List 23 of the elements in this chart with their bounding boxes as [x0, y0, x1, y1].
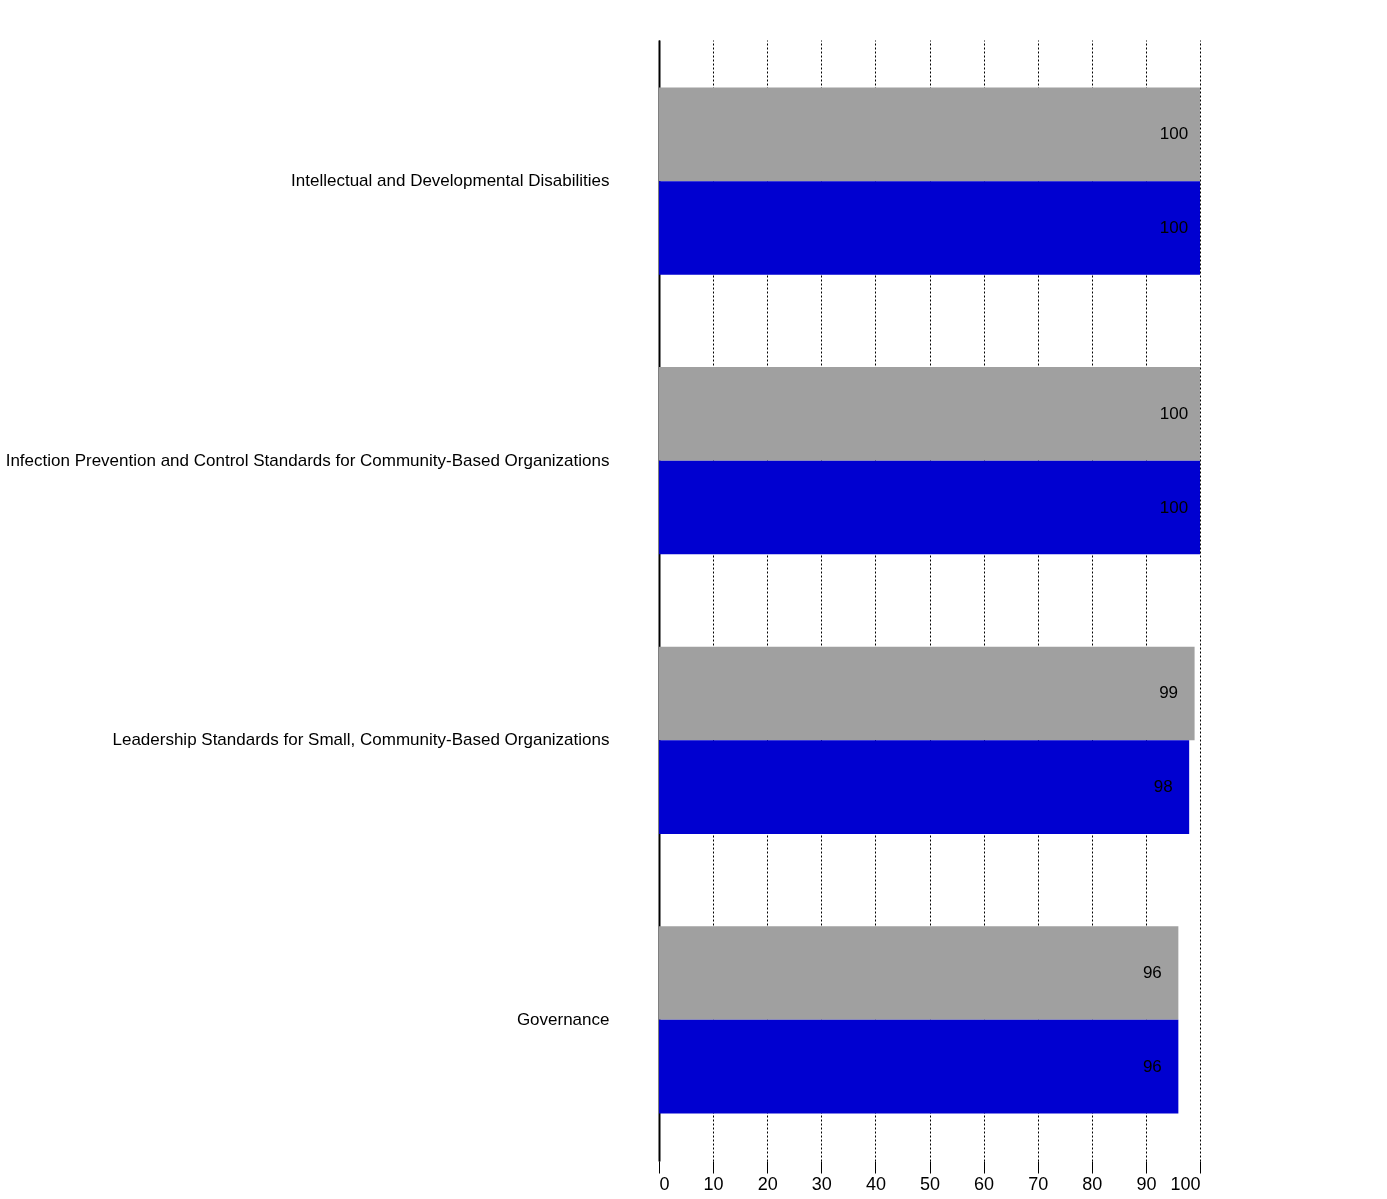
- x-tick-label: 90: [1136, 1173, 1157, 1194]
- data-label: 96: [1142, 1056, 1162, 1076]
- x-tick-label: 10: [703, 1173, 724, 1194]
- x-tick-label: 0: [659, 1173, 670, 1194]
- x-tick-label: 20: [757, 1173, 778, 1194]
- data-label: 100: [1159, 497, 1189, 517]
- data-label: 99: [1159, 683, 1179, 703]
- x-tick-label: 40: [865, 1173, 886, 1194]
- x-tick-label: 100: [1170, 1173, 1201, 1194]
- x-tick-label: 60: [974, 1173, 995, 1194]
- data-label: 100: [1159, 403, 1189, 423]
- x-tick-label: 50: [919, 1173, 941, 1194]
- x-tick-label: 30: [811, 1173, 832, 1194]
- y-tick-label: Intellectual and Developmental Disabilities: [291, 171, 610, 191]
- y-tick-label: Leadership Standards for Small, Community-Based Organizations: [112, 730, 610, 750]
- data-label: 96: [1142, 963, 1162, 982]
- x-tick-label: 80: [1082, 1173, 1103, 1194]
- x-tick-label: 70: [1028, 1173, 1049, 1194]
- data-label: 100: [1159, 124, 1189, 144]
- y-tick-label: Governance: [516, 1009, 610, 1029]
- data-label: 100: [1159, 218, 1189, 237]
- y-tick-label: Infection Prevention and Control Standards for Community-Based Organizations: [5, 450, 610, 470]
- data-label: 98: [1153, 777, 1173, 797]
